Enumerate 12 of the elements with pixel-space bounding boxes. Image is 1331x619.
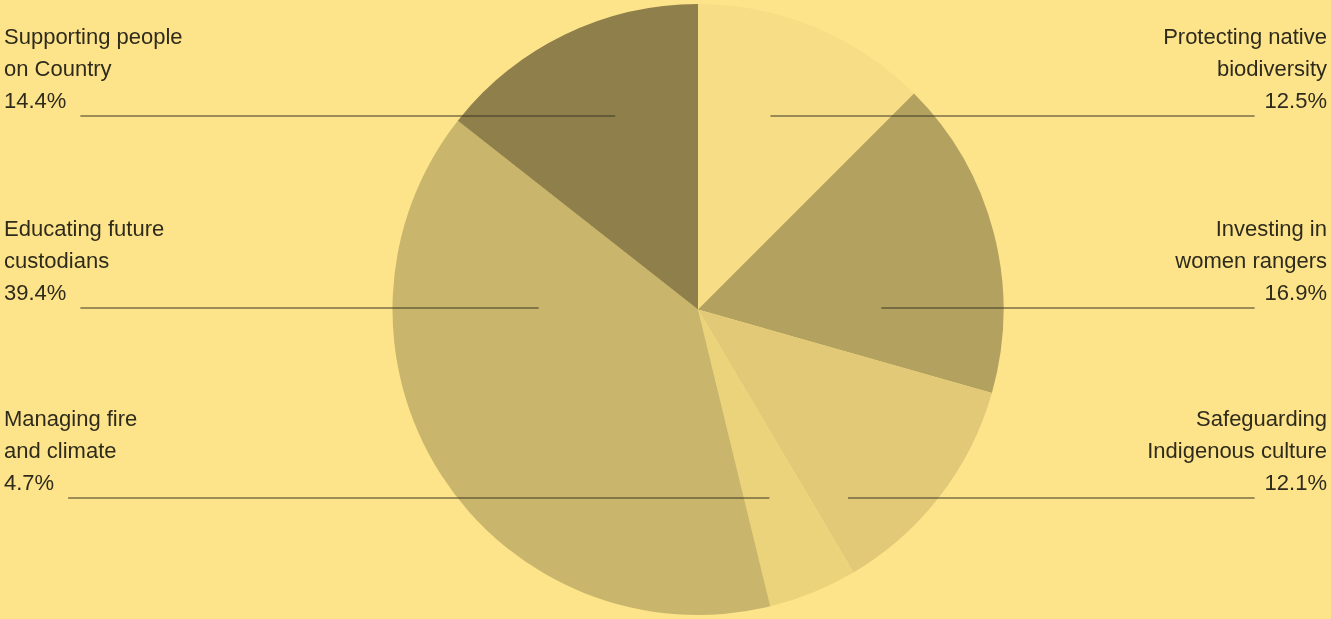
data-label: 39.4% [4, 280, 67, 305]
data-label: 14.4% [4, 88, 67, 113]
data-label: 4.7% [4, 470, 55, 495]
slice-label: Protecting native biodiversity [1163, 24, 1327, 81]
slice-label: Supporting people on Country [4, 24, 183, 81]
slice-label: Managing fire and climate [4, 406, 138, 463]
data-label: 16.9% [1264, 280, 1327, 305]
slice-label: Educating future custodians [4, 216, 165, 273]
slice-label: Safeguarding Indigenous culture [1147, 406, 1327, 463]
data-label: 12.5% [1264, 88, 1327, 113]
slice-label: Investing in women rangers [1174, 216, 1327, 273]
data-label: 12.1% [1264, 470, 1327, 495]
